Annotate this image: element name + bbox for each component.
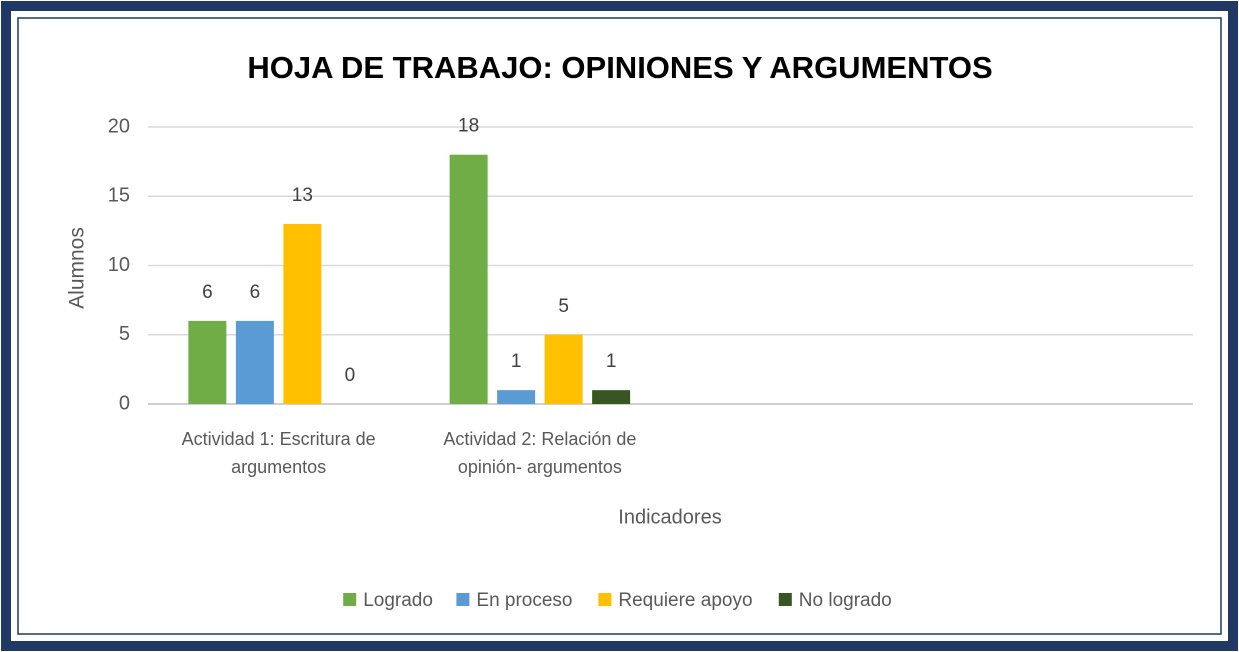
y-tick-label: 20 — [108, 115, 130, 137]
x-tick-label: Actividad 2: Relación de opinión- argume… — [443, 429, 637, 477]
data-label: 6 — [250, 282, 261, 303]
legend-swatch — [343, 593, 357, 606]
data-label: 18 — [458, 116, 479, 137]
data-label: 0 — [345, 365, 356, 386]
data-label: 1 — [606, 351, 617, 372]
data-label: 1 — [511, 351, 522, 372]
bar — [283, 223, 322, 404]
legend-swatch — [598, 593, 612, 606]
legend-label: En proceso — [476, 590, 572, 611]
data-label: 6 — [202, 282, 213, 303]
legend-label: Logrado — [363, 590, 433, 611]
inner-frame — [17, 17, 1222, 635]
legend-swatch — [456, 593, 470, 606]
y-tick-label: 5 — [119, 323, 130, 345]
legend-swatch — [778, 593, 792, 606]
y-axis-label: Alumnos — [66, 227, 89, 309]
x-tick-label: Actividad 1: Escritura de argumentos — [181, 429, 376, 477]
bar — [188, 320, 227, 404]
bar — [449, 154, 488, 404]
y-tick-label: 10 — [108, 254, 130, 276]
bar — [235, 320, 274, 404]
chart-title: HOJA DE TRABAJO: OPINIONES Y ARGUMENTOS — [247, 50, 992, 85]
y-tick-label: 15 — [108, 185, 130, 207]
y-tick-label: 0 — [119, 392, 130, 414]
data-label: 5 — [558, 296, 569, 317]
x-axis-label: Indicadores — [618, 506, 721, 528]
data-label: 13 — [292, 185, 313, 206]
legend-label: No logrado — [799, 590, 892, 611]
bar — [544, 334, 583, 404]
bar — [592, 390, 631, 404]
bar — [497, 390, 536, 404]
legend-label: Requiere apoyo — [618, 590, 752, 611]
